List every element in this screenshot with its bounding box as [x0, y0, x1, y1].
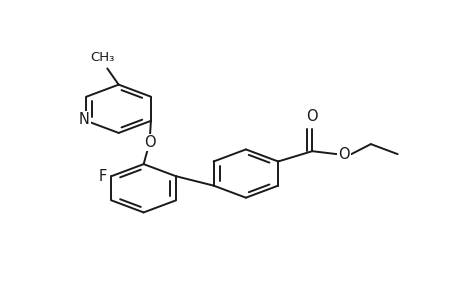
Text: O: O — [306, 109, 317, 124]
Text: O: O — [337, 147, 349, 162]
Text: N: N — [78, 112, 90, 128]
Text: O: O — [144, 135, 155, 150]
Text: CH₃: CH₃ — [90, 51, 115, 64]
Text: F: F — [99, 169, 107, 184]
